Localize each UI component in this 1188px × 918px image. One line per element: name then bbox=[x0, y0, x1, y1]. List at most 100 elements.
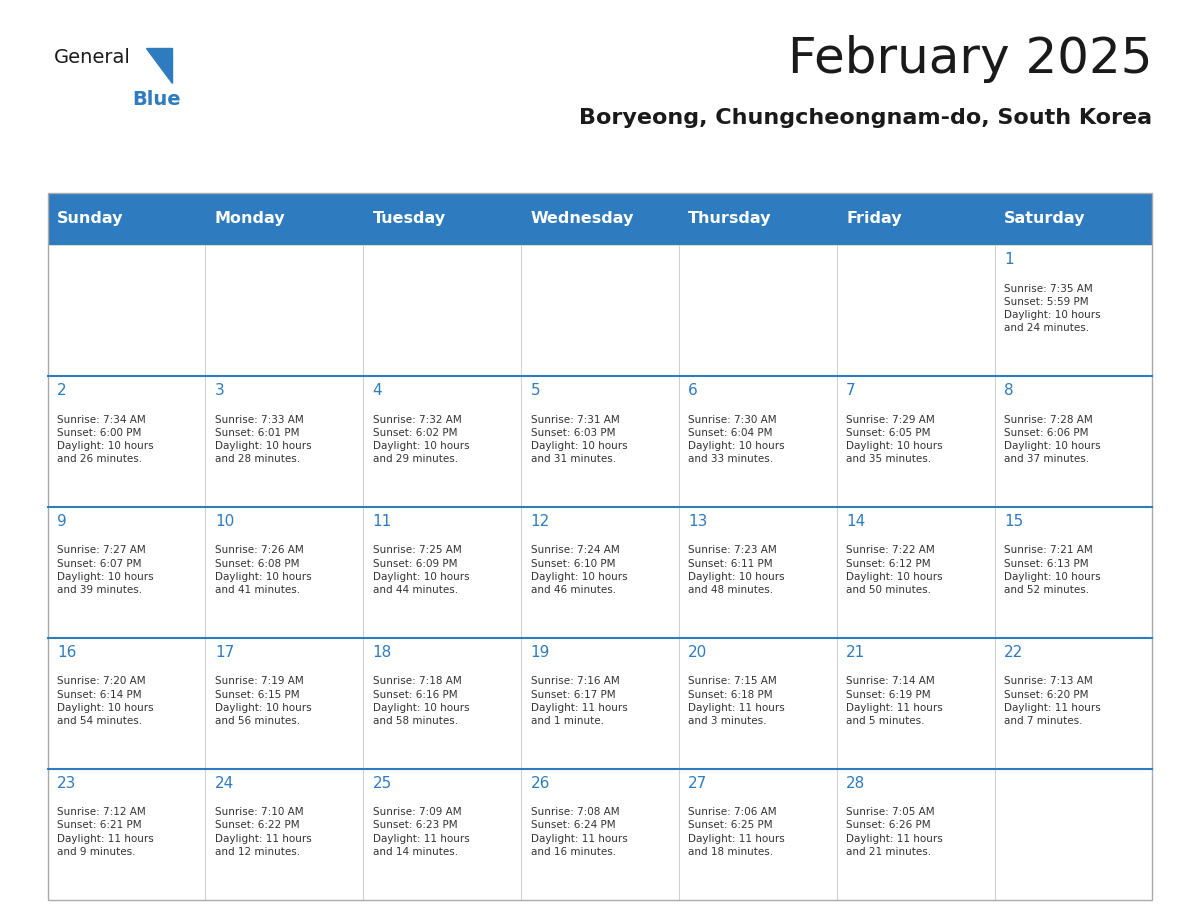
Text: February 2025: February 2025 bbox=[788, 35, 1152, 83]
Bar bbox=[994, 376, 1152, 507]
Text: Friday: Friday bbox=[846, 211, 902, 227]
Text: Sunrise: 7:32 AM
Sunset: 6:02 PM
Daylight: 10 hours
and 29 minutes.: Sunrise: 7:32 AM Sunset: 6:02 PM Dayligh… bbox=[373, 415, 469, 465]
Text: 9: 9 bbox=[57, 514, 67, 530]
Text: 14: 14 bbox=[846, 514, 865, 530]
Text: 7: 7 bbox=[846, 384, 855, 398]
Text: Sunrise: 7:25 AM
Sunset: 6:09 PM
Daylight: 10 hours
and 44 minutes.: Sunrise: 7:25 AM Sunset: 6:09 PM Dayligh… bbox=[373, 545, 469, 595]
Text: 17: 17 bbox=[215, 645, 234, 660]
Text: Wednesday: Wednesday bbox=[531, 211, 634, 227]
Bar bbox=[48, 193, 1152, 900]
Text: 11: 11 bbox=[373, 514, 392, 530]
Bar bbox=[48, 193, 1152, 245]
Bar bbox=[522, 245, 678, 376]
Text: 21: 21 bbox=[846, 645, 865, 660]
Text: Sunrise: 7:13 AM
Sunset: 6:20 PM
Daylight: 11 hours
and 7 minutes.: Sunrise: 7:13 AM Sunset: 6:20 PM Dayligh… bbox=[1004, 677, 1101, 726]
Text: Sunrise: 7:24 AM
Sunset: 6:10 PM
Daylight: 10 hours
and 46 minutes.: Sunrise: 7:24 AM Sunset: 6:10 PM Dayligh… bbox=[531, 545, 627, 595]
Text: Sunrise: 7:12 AM
Sunset: 6:21 PM
Daylight: 11 hours
and 9 minutes.: Sunrise: 7:12 AM Sunset: 6:21 PM Dayligh… bbox=[57, 807, 153, 856]
Text: Sunrise: 7:05 AM
Sunset: 6:26 PM
Daylight: 11 hours
and 21 minutes.: Sunrise: 7:05 AM Sunset: 6:26 PM Dayligh… bbox=[846, 807, 943, 856]
Bar bbox=[678, 245, 836, 376]
Text: Sunrise: 7:29 AM
Sunset: 6:05 PM
Daylight: 10 hours
and 35 minutes.: Sunrise: 7:29 AM Sunset: 6:05 PM Dayligh… bbox=[846, 415, 943, 465]
Bar bbox=[206, 376, 364, 507]
Bar bbox=[678, 507, 836, 638]
Text: Saturday: Saturday bbox=[1004, 211, 1086, 227]
Text: 16: 16 bbox=[57, 645, 76, 660]
Bar bbox=[522, 507, 678, 638]
Text: Sunrise: 7:18 AM
Sunset: 6:16 PM
Daylight: 10 hours
and 58 minutes.: Sunrise: 7:18 AM Sunset: 6:16 PM Dayligh… bbox=[373, 677, 469, 726]
Text: 25: 25 bbox=[373, 776, 392, 791]
Bar bbox=[48, 768, 206, 900]
Text: Sunrise: 7:28 AM
Sunset: 6:06 PM
Daylight: 10 hours
and 37 minutes.: Sunrise: 7:28 AM Sunset: 6:06 PM Dayligh… bbox=[1004, 415, 1100, 465]
Text: Sunrise: 7:15 AM
Sunset: 6:18 PM
Daylight: 11 hours
and 3 minutes.: Sunrise: 7:15 AM Sunset: 6:18 PM Dayligh… bbox=[688, 677, 785, 726]
Text: 8: 8 bbox=[1004, 384, 1013, 398]
Bar bbox=[678, 638, 836, 768]
Text: Thursday: Thursday bbox=[688, 211, 772, 227]
Text: Sunrise: 7:09 AM
Sunset: 6:23 PM
Daylight: 11 hours
and 14 minutes.: Sunrise: 7:09 AM Sunset: 6:23 PM Dayligh… bbox=[373, 807, 469, 856]
Bar bbox=[994, 245, 1152, 376]
Text: 10: 10 bbox=[215, 514, 234, 530]
Text: Sunrise: 7:33 AM
Sunset: 6:01 PM
Daylight: 10 hours
and 28 minutes.: Sunrise: 7:33 AM Sunset: 6:01 PM Dayligh… bbox=[215, 415, 311, 465]
Bar bbox=[836, 245, 994, 376]
Bar bbox=[994, 768, 1152, 900]
Text: Sunrise: 7:34 AM
Sunset: 6:00 PM
Daylight: 10 hours
and 26 minutes.: Sunrise: 7:34 AM Sunset: 6:00 PM Dayligh… bbox=[57, 415, 153, 465]
Text: 28: 28 bbox=[846, 776, 865, 791]
Text: 6: 6 bbox=[688, 384, 699, 398]
Text: Sunrise: 7:10 AM
Sunset: 6:22 PM
Daylight: 11 hours
and 12 minutes.: Sunrise: 7:10 AM Sunset: 6:22 PM Dayligh… bbox=[215, 807, 311, 856]
Text: 20: 20 bbox=[688, 645, 708, 660]
Bar bbox=[206, 638, 364, 768]
Text: 23: 23 bbox=[57, 776, 76, 791]
Text: Sunrise: 7:14 AM
Sunset: 6:19 PM
Daylight: 11 hours
and 5 minutes.: Sunrise: 7:14 AM Sunset: 6:19 PM Dayligh… bbox=[846, 677, 943, 726]
Text: Sunrise: 7:19 AM
Sunset: 6:15 PM
Daylight: 10 hours
and 56 minutes.: Sunrise: 7:19 AM Sunset: 6:15 PM Dayligh… bbox=[215, 677, 311, 726]
Bar bbox=[48, 507, 206, 638]
Text: 12: 12 bbox=[531, 514, 550, 530]
Text: Sunrise: 7:20 AM
Sunset: 6:14 PM
Daylight: 10 hours
and 54 minutes.: Sunrise: 7:20 AM Sunset: 6:14 PM Dayligh… bbox=[57, 677, 153, 726]
Bar bbox=[994, 507, 1152, 638]
Bar bbox=[836, 638, 994, 768]
Text: Monday: Monday bbox=[215, 211, 285, 227]
Text: Tuesday: Tuesday bbox=[373, 211, 446, 227]
Text: Sunrise: 7:23 AM
Sunset: 6:11 PM
Daylight: 10 hours
and 48 minutes.: Sunrise: 7:23 AM Sunset: 6:11 PM Dayligh… bbox=[688, 545, 785, 595]
Text: 26: 26 bbox=[531, 776, 550, 791]
Bar bbox=[522, 638, 678, 768]
Text: 19: 19 bbox=[531, 645, 550, 660]
Text: Sunrise: 7:27 AM
Sunset: 6:07 PM
Daylight: 10 hours
and 39 minutes.: Sunrise: 7:27 AM Sunset: 6:07 PM Dayligh… bbox=[57, 545, 153, 595]
Bar bbox=[678, 376, 836, 507]
Bar bbox=[206, 507, 364, 638]
Text: 15: 15 bbox=[1004, 514, 1023, 530]
Text: Sunrise: 7:26 AM
Sunset: 6:08 PM
Daylight: 10 hours
and 41 minutes.: Sunrise: 7:26 AM Sunset: 6:08 PM Dayligh… bbox=[215, 545, 311, 595]
Bar bbox=[364, 376, 522, 507]
Text: 5: 5 bbox=[531, 384, 541, 398]
Text: Sunrise: 7:16 AM
Sunset: 6:17 PM
Daylight: 11 hours
and 1 minute.: Sunrise: 7:16 AM Sunset: 6:17 PM Dayligh… bbox=[531, 677, 627, 726]
Text: Blue: Blue bbox=[132, 90, 181, 109]
Text: Sunrise: 7:30 AM
Sunset: 6:04 PM
Daylight: 10 hours
and 33 minutes.: Sunrise: 7:30 AM Sunset: 6:04 PM Dayligh… bbox=[688, 415, 785, 465]
Bar bbox=[678, 768, 836, 900]
Text: 2: 2 bbox=[57, 384, 67, 398]
Text: 24: 24 bbox=[215, 776, 234, 791]
Bar bbox=[836, 376, 994, 507]
Bar bbox=[48, 376, 206, 507]
Text: 27: 27 bbox=[688, 776, 708, 791]
Bar bbox=[364, 507, 522, 638]
Bar bbox=[206, 768, 364, 900]
Polygon shape bbox=[146, 48, 172, 83]
Bar bbox=[48, 638, 206, 768]
Text: 13: 13 bbox=[688, 514, 708, 530]
Bar bbox=[522, 376, 678, 507]
Text: Sunrise: 7:35 AM
Sunset: 5:59 PM
Daylight: 10 hours
and 24 minutes.: Sunrise: 7:35 AM Sunset: 5:59 PM Dayligh… bbox=[1004, 284, 1100, 333]
Text: 1: 1 bbox=[1004, 252, 1013, 267]
Text: Sunday: Sunday bbox=[57, 211, 124, 227]
Text: Sunrise: 7:22 AM
Sunset: 6:12 PM
Daylight: 10 hours
and 50 minutes.: Sunrise: 7:22 AM Sunset: 6:12 PM Dayligh… bbox=[846, 545, 943, 595]
Bar bbox=[48, 245, 206, 376]
Text: 4: 4 bbox=[373, 384, 383, 398]
Text: General: General bbox=[53, 48, 131, 67]
Text: 18: 18 bbox=[373, 645, 392, 660]
Bar bbox=[836, 507, 994, 638]
Bar bbox=[364, 638, 522, 768]
Text: 22: 22 bbox=[1004, 645, 1023, 660]
Text: Sunrise: 7:31 AM
Sunset: 6:03 PM
Daylight: 10 hours
and 31 minutes.: Sunrise: 7:31 AM Sunset: 6:03 PM Dayligh… bbox=[531, 415, 627, 465]
Bar bbox=[836, 768, 994, 900]
Text: Sunrise: 7:21 AM
Sunset: 6:13 PM
Daylight: 10 hours
and 52 minutes.: Sunrise: 7:21 AM Sunset: 6:13 PM Dayligh… bbox=[1004, 545, 1100, 595]
Bar bbox=[364, 245, 522, 376]
Bar bbox=[522, 768, 678, 900]
Bar bbox=[206, 245, 364, 376]
Bar bbox=[994, 638, 1152, 768]
